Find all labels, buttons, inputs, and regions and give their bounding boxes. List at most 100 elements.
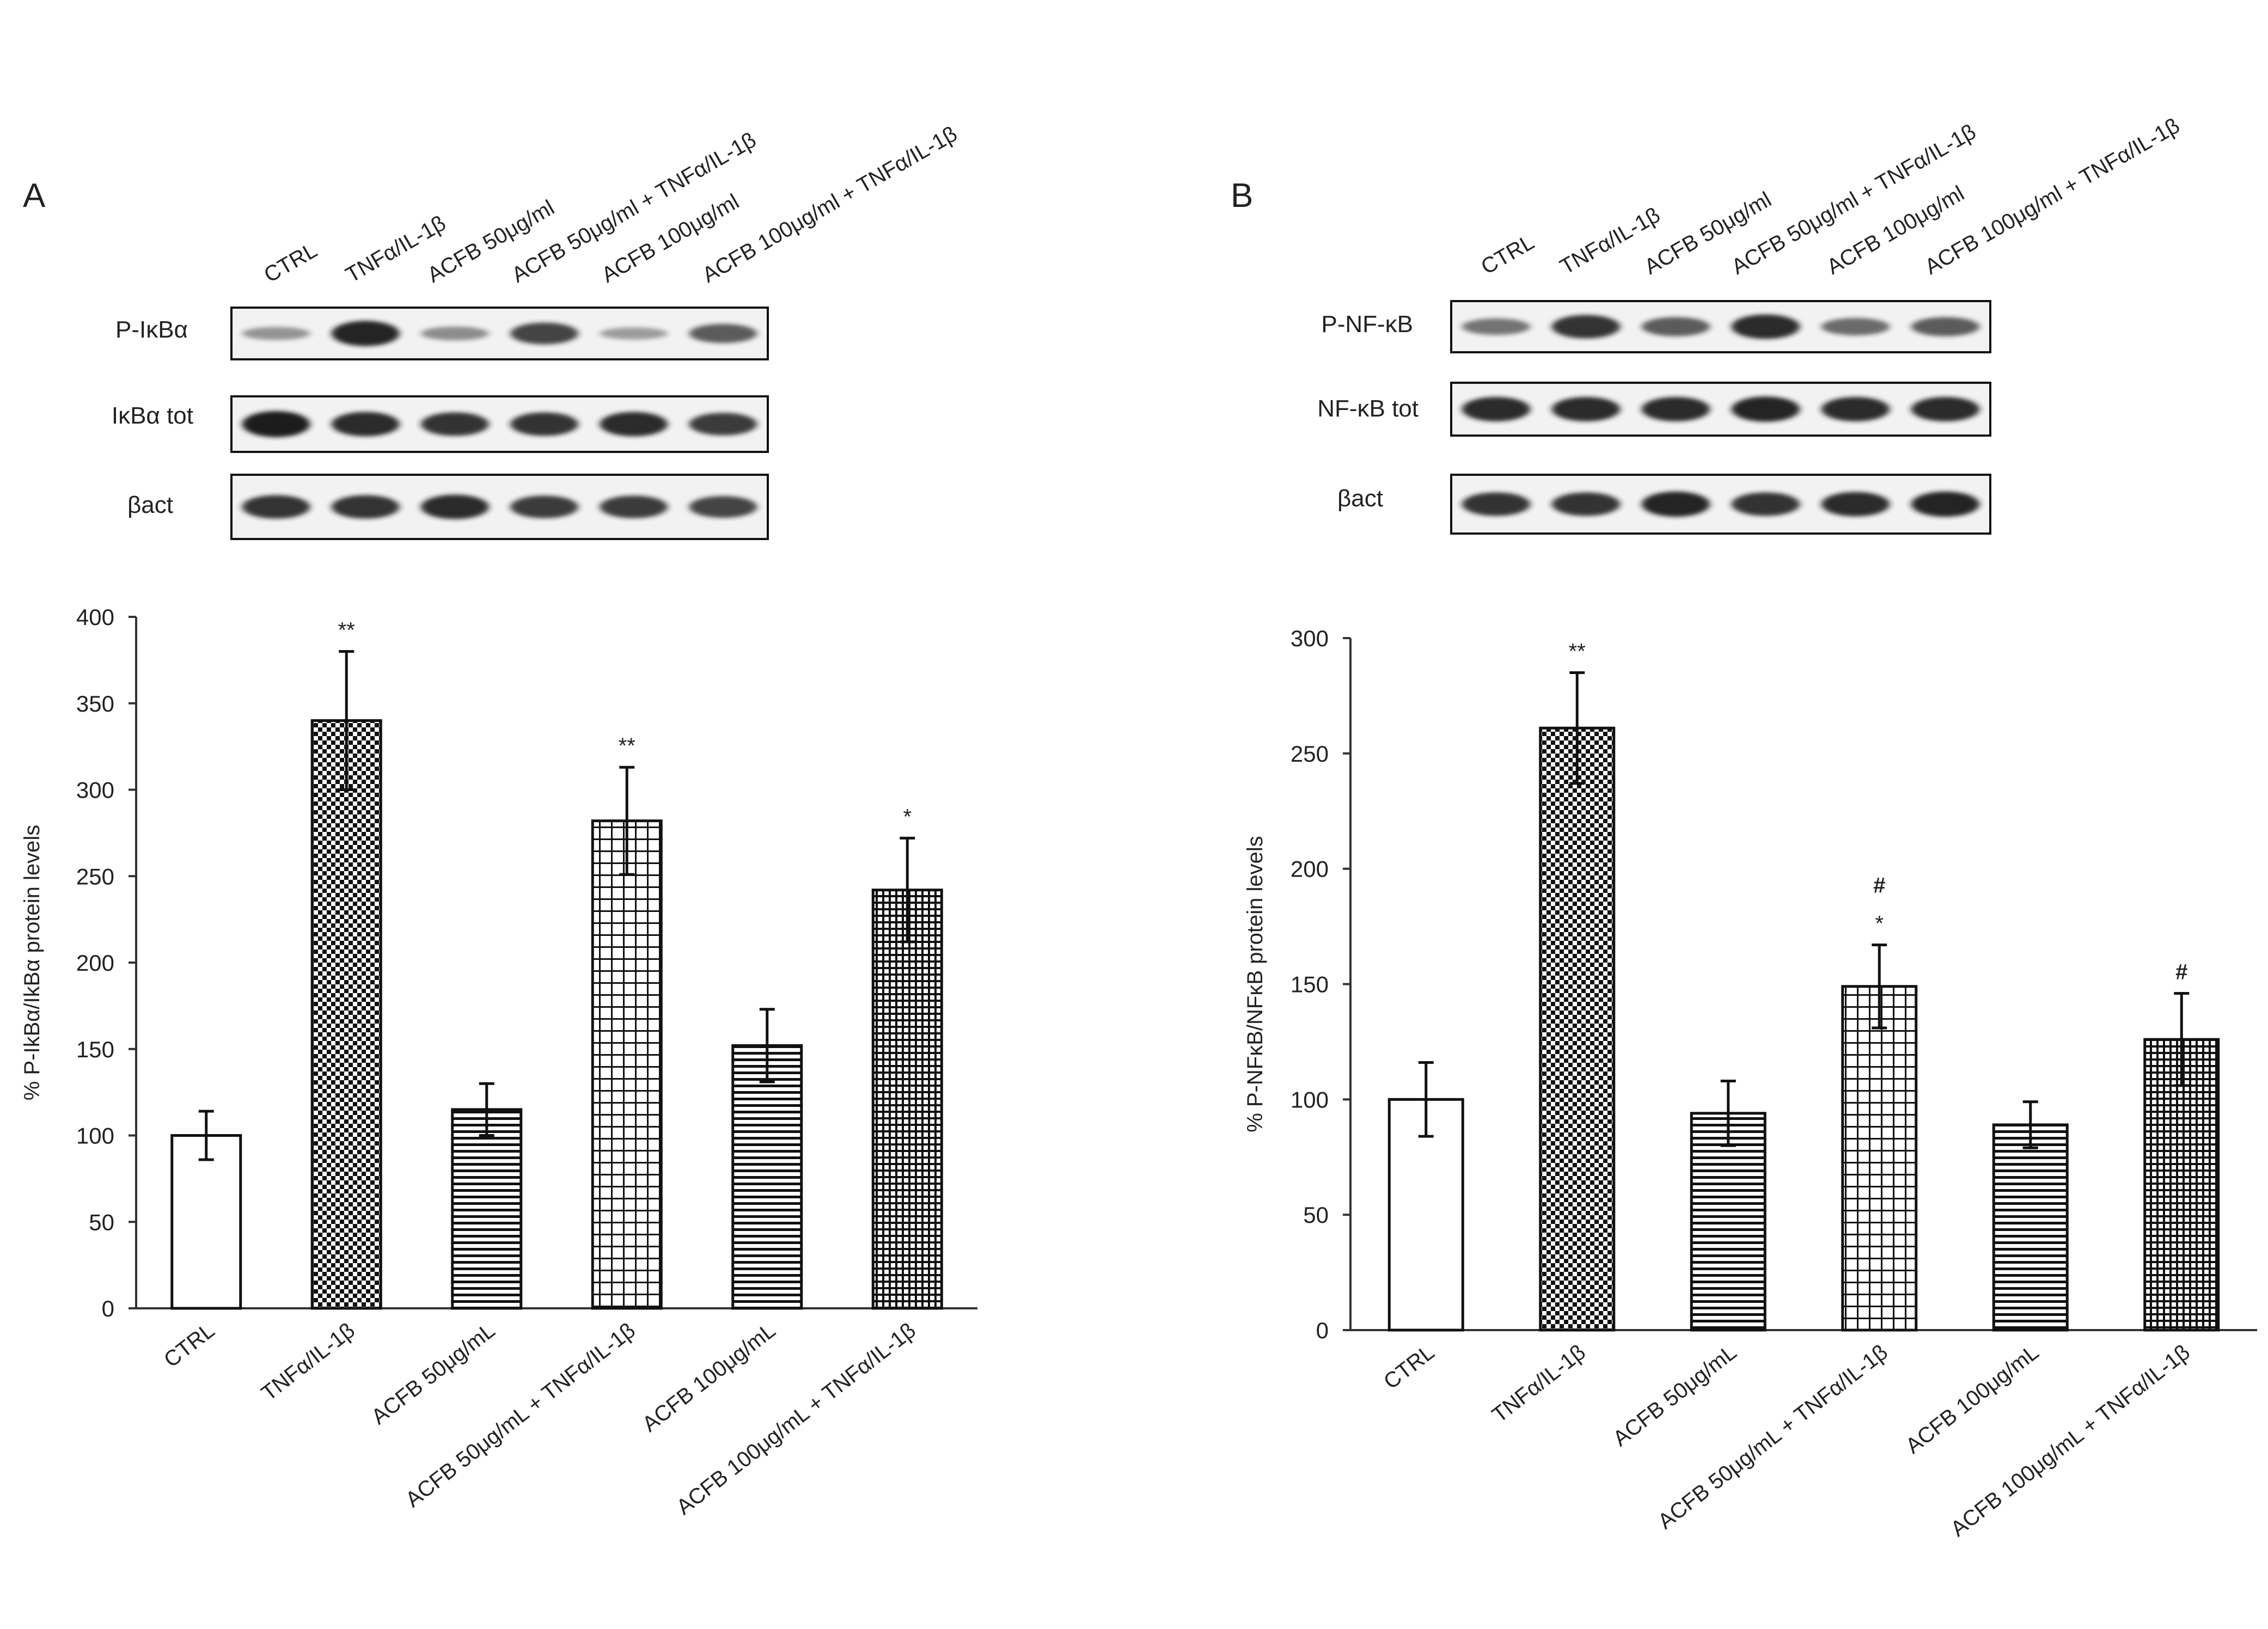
blot-frame bbox=[1450, 300, 1991, 353]
blot-band bbox=[689, 323, 757, 344]
significance-marker: ** bbox=[338, 618, 355, 642]
blot-band bbox=[510, 495, 578, 518]
panel-letter-b: B bbox=[1231, 177, 1253, 215]
y-tick-label: 100 bbox=[76, 1123, 114, 1149]
x-tick-label: ACFB 100μg/mL bbox=[638, 1318, 780, 1436]
blot-row-label: P-NF-κB bbox=[1321, 311, 1413, 338]
y-tick-label: 150 bbox=[1291, 972, 1329, 997]
y-axis-label: % P-NFκB/NFκB protein levels bbox=[1243, 836, 1267, 1132]
x-tick-label: TNFα/IL-1β bbox=[1488, 1340, 1590, 1427]
significance-marker: ** bbox=[619, 734, 635, 758]
blot-lane-labels-a: CTRL TNFα/IL-1β ACFB 50μg/ml ACFB 50μg/m… bbox=[260, 122, 962, 287]
blot-row-label: NF-κB tot bbox=[1317, 395, 1419, 422]
blot-frame bbox=[1450, 474, 1991, 535]
bar bbox=[1992, 1123, 2069, 1332]
y-tick-label: 200 bbox=[76, 950, 114, 976]
x-tick-label: ACFB 100μg/mL + TNFα/IL-1β bbox=[1946, 1340, 2194, 1541]
blot-band bbox=[600, 495, 668, 518]
y-tick-label: 0 bbox=[102, 1296, 114, 1321]
significance-marker: * bbox=[903, 805, 912, 829]
blot-lane-labels-b: CTRL TNFα/IL-1β ACFB 50μg/ml ACFB 50μg/m… bbox=[1477, 114, 2184, 279]
blot-band bbox=[1551, 397, 1621, 421]
blot-band bbox=[1641, 397, 1710, 421]
bar bbox=[310, 719, 382, 1310]
blot-band bbox=[421, 412, 489, 436]
western-blot-b bbox=[1450, 300, 1991, 535]
panel-b: B CTRL TNFα/IL-1β ACFB 50μg/ml ACFB 50μg… bbox=[1231, 114, 2257, 1541]
blot-band bbox=[331, 495, 400, 519]
blot-band bbox=[242, 411, 310, 437]
y-tick-label: 0 bbox=[1316, 1318, 1329, 1343]
blot-band bbox=[242, 327, 310, 340]
bar bbox=[591, 819, 663, 1310]
y-axis-label: % P-IkBα/IkBα protein levels bbox=[20, 825, 44, 1100]
blot-band bbox=[1551, 492, 1621, 516]
blot-band bbox=[1911, 397, 1980, 421]
bar bbox=[1539, 726, 1616, 1332]
bar bbox=[871, 889, 943, 1310]
blot-band bbox=[1462, 397, 1531, 421]
bar bbox=[1387, 1098, 1464, 1332]
blot-band bbox=[331, 321, 400, 346]
bar bbox=[731, 1044, 803, 1310]
bar bbox=[2143, 1038, 2220, 1332]
panel-letter-a: A bbox=[23, 177, 46, 215]
significance-marker: ** bbox=[1569, 640, 1586, 664]
bar bbox=[170, 1134, 242, 1310]
blot-band bbox=[1821, 492, 1890, 517]
blot-band bbox=[510, 322, 578, 345]
x-tick-label: ACFB 50μg/mL bbox=[367, 1318, 499, 1429]
y-tick-label: 200 bbox=[1291, 856, 1329, 882]
blot-band bbox=[1462, 492, 1531, 516]
y-tick-label: 250 bbox=[1291, 741, 1329, 767]
x-tick-label: CTRL bbox=[160, 1318, 219, 1372]
blot-row-label: P-IκBα bbox=[115, 316, 188, 343]
blot-frame bbox=[230, 474, 769, 540]
blot-band bbox=[1731, 396, 1800, 422]
blot-band bbox=[1731, 314, 1800, 339]
panel-a: A CTRL TNFα/IL-1β ACFB 50μg/ml ACFB 50μg… bbox=[20, 122, 977, 1520]
blot-band bbox=[689, 496, 757, 518]
bar bbox=[451, 1108, 523, 1310]
blot-band bbox=[1821, 397, 1890, 421]
blot-band bbox=[1462, 318, 1531, 335]
blot-row-label: IκBα tot bbox=[112, 402, 193, 429]
x-tick-label: ACFB 100μg/mL + TNFα/IL-1β bbox=[672, 1318, 920, 1519]
lane-label: CTRL bbox=[260, 238, 321, 287]
blot-row-label: βact bbox=[127, 492, 173, 518]
significance-marker: # bbox=[1873, 873, 1885, 897]
y-tick-label: 150 bbox=[76, 1037, 114, 1062]
bar bbox=[1841, 985, 1918, 1332]
x-tick-label: ACFB 100μg/mL bbox=[1902, 1340, 2044, 1458]
x-tick-label: ACFB 50μg/mL + TNFα/IL-1β bbox=[401, 1318, 640, 1512]
lane-label: CTRL bbox=[1477, 230, 1538, 279]
blot-band bbox=[421, 494, 489, 519]
significance-marker: * bbox=[1875, 911, 1884, 935]
blot-band bbox=[1731, 492, 1800, 516]
blot-band bbox=[1551, 315, 1621, 339]
blot-band bbox=[421, 326, 489, 341]
significance-marker: # bbox=[2175, 960, 2187, 984]
blot-band bbox=[1821, 318, 1890, 335]
y-tick-label: 50 bbox=[89, 1209, 114, 1235]
blot-frame bbox=[230, 307, 769, 360]
y-tick-label: 50 bbox=[1303, 1202, 1329, 1228]
blot-band bbox=[1911, 317, 1980, 336]
blot-band bbox=[510, 412, 578, 436]
x-tick-label: TNFα/IL-1β bbox=[257, 1318, 359, 1405]
blot-frame bbox=[1450, 382, 1991, 437]
blot-band bbox=[1911, 491, 1980, 517]
blot-band bbox=[242, 495, 310, 519]
blot-band bbox=[1641, 491, 1710, 517]
y-tick-label: 100 bbox=[1291, 1087, 1329, 1112]
x-tick-label: CTRL bbox=[1379, 1340, 1439, 1394]
bar-chart-a: 0 50 100 150 200 250 300 350 400 % P-IkBα/IkBα pr… bbox=[20, 604, 977, 1520]
y-tick-label: 300 bbox=[1291, 626, 1329, 651]
blot-row-label: βact bbox=[1337, 485, 1383, 512]
y-tick-label: 250 bbox=[76, 864, 114, 889]
y-tick-label: 350 bbox=[76, 691, 114, 716]
bar bbox=[1690, 1112, 1766, 1332]
blot-band bbox=[600, 412, 668, 437]
y-tick-label: 400 bbox=[76, 604, 114, 630]
